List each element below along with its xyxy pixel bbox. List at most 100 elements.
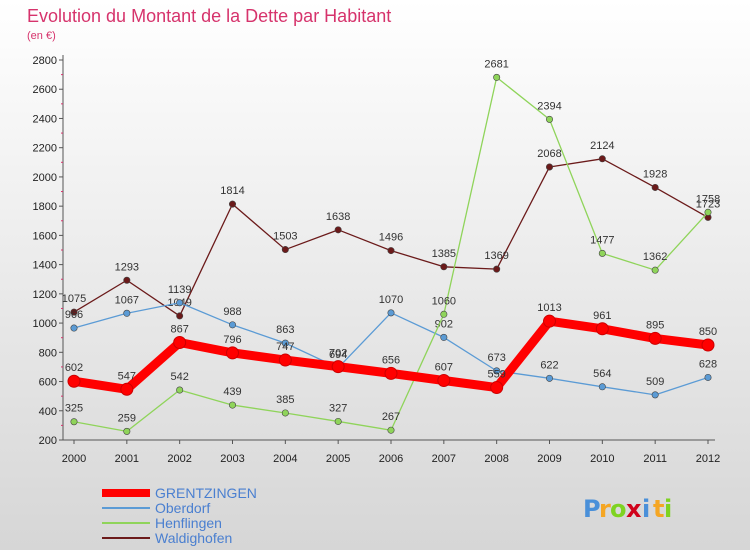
series-grentzingen: 602 547 867 796 747 702 656 607 559 1013 961 895 850	[65, 302, 717, 396]
y-tick-label: 2800	[33, 55, 57, 67]
data-point	[331, 360, 345, 374]
data-point	[543, 314, 556, 328]
data-point	[651, 266, 659, 274]
data-point	[493, 73, 501, 81]
data-point	[281, 339, 289, 347]
x-tick-label: 2007	[432, 453, 456, 465]
data-label: 796	[223, 334, 241, 346]
data-label: 902	[435, 318, 453, 330]
data-label: 1067	[115, 294, 139, 306]
x-tick-label: 2004	[273, 453, 297, 465]
data-point	[704, 208, 712, 216]
x-tick-label: 2009	[537, 453, 561, 465]
data-point	[387, 426, 395, 434]
data-point	[123, 309, 131, 317]
data-label: 2394	[537, 100, 561, 112]
logo-letter: i	[664, 495, 672, 523]
data-point	[437, 374, 451, 388]
series-oberdorf: 9661067113998886369410709026736225645096…	[65, 284, 717, 399]
data-point	[70, 324, 78, 332]
data-label: 988	[223, 306, 241, 318]
data-label: 1362	[643, 251, 667, 263]
data-label: 747	[276, 341, 294, 353]
data-point	[67, 374, 81, 388]
legend-item-oberdorf: Oberdorf	[102, 500, 210, 516]
y-tick-label: 600	[39, 377, 57, 389]
data-label: 559	[487, 369, 505, 381]
data-point	[598, 155, 606, 163]
data-label: 1293	[115, 261, 139, 273]
data-label: 1070	[379, 294, 403, 306]
data-label: 1369	[484, 250, 508, 262]
data-point	[595, 322, 609, 336]
legend-label: Waldighofen	[155, 530, 232, 546]
data-label: 961	[593, 310, 611, 322]
data-label: 2681	[484, 58, 508, 70]
data-label: 385	[276, 394, 294, 406]
x-tick-label: 2008	[484, 453, 508, 465]
data-point	[384, 366, 398, 380]
data-point	[70, 418, 78, 426]
data-point	[229, 200, 237, 208]
logo-letter: o	[610, 495, 627, 523]
data-point	[598, 383, 606, 391]
x-tick-label: 2001	[115, 453, 139, 465]
y-tick-label: 1800	[33, 201, 57, 213]
legend-item-henflingen: Henflingen	[102, 515, 222, 531]
proxiti-logo: Pr o x i t i	[583, 495, 672, 523]
data-point	[493, 367, 501, 375]
data-point	[120, 382, 134, 396]
data-point	[281, 246, 289, 254]
logo-letter: x	[626, 495, 642, 523]
data-point	[440, 333, 448, 341]
data-label: 867	[170, 324, 188, 336]
data-point	[123, 427, 131, 435]
data-point	[387, 309, 395, 317]
data-label: 1139	[168, 284, 192, 296]
data-label: 694	[329, 349, 347, 361]
data-label: 439	[223, 386, 241, 398]
y-tick-label: 400	[39, 406, 57, 418]
y-tick-label: 800	[39, 347, 57, 359]
data-point	[598, 249, 606, 257]
data-point	[440, 310, 448, 318]
data-point	[651, 183, 659, 191]
y-tick-label: 2000	[33, 172, 57, 184]
y-tick-label: 1600	[33, 230, 57, 242]
data-label: 1075	[62, 293, 86, 305]
logo-letter: P	[583, 495, 601, 523]
data-point	[173, 336, 187, 350]
y-tick-label: 2400	[33, 113, 57, 125]
data-point	[648, 331, 662, 345]
y-tick-label: 1000	[33, 318, 57, 330]
data-label: 1496	[379, 232, 403, 244]
data-label: 327	[329, 402, 347, 414]
data-label: 325	[65, 403, 83, 415]
data-point	[334, 226, 342, 234]
data-point	[387, 247, 395, 255]
data-label: 602	[65, 362, 83, 374]
y-tick-label: 2200	[33, 143, 57, 155]
data-label: 267	[382, 411, 400, 423]
data-point	[545, 115, 553, 123]
data-label: 895	[646, 319, 664, 331]
chart-title: Evolution du Montant de la Dette par Hab…	[27, 6, 391, 26]
logo-letter: i	[642, 495, 650, 523]
data-label: 564	[593, 368, 611, 380]
data-label: 966	[65, 309, 83, 321]
data-label: 628	[699, 358, 717, 370]
data-label: 1013	[537, 302, 561, 314]
data-point	[176, 312, 184, 320]
data-label: 1060	[432, 295, 456, 307]
data-label: 863	[276, 324, 294, 336]
data-label: 2124	[590, 140, 614, 152]
data-point	[440, 263, 448, 271]
data-point	[281, 409, 289, 417]
data-point	[545, 374, 553, 382]
data-label: 702	[329, 348, 347, 360]
data-label: 547	[118, 370, 136, 382]
data-point	[490, 381, 504, 395]
x-tick-label: 2010	[590, 453, 614, 465]
